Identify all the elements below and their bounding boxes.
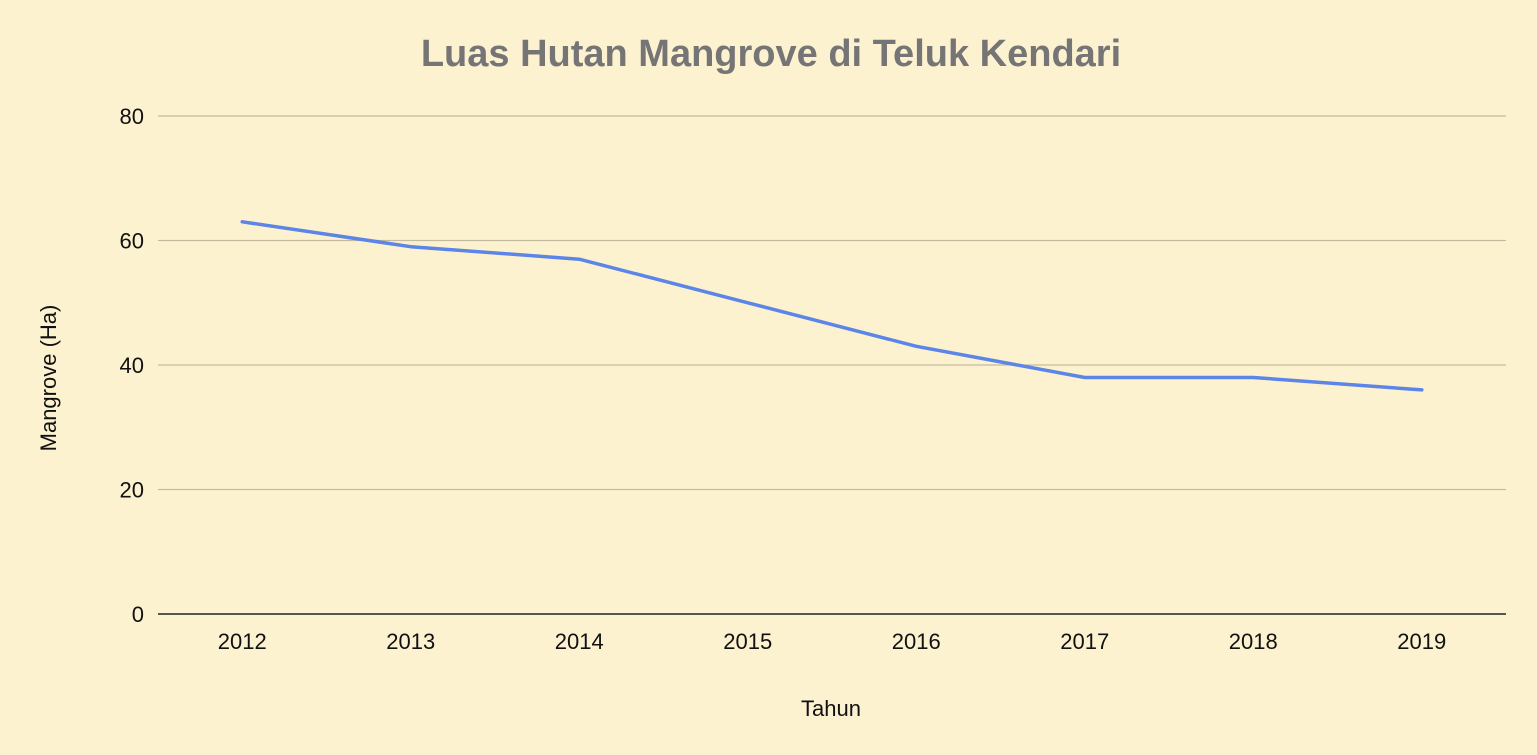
- y-tick-label-60: 60: [120, 229, 144, 254]
- x-tick-label-2019: 2019: [1397, 629, 1446, 654]
- y-tick-label-80: 80: [120, 104, 144, 129]
- series-line-0: [240, 220, 1424, 392]
- x-axis-ticks: 2012 2013 2014 2015 2016 2017 2018 2019: [218, 629, 1446, 654]
- x-tick-label-2015: 2015: [723, 629, 772, 654]
- x-tick-label-2018: 2018: [1229, 629, 1278, 654]
- y-axis-title: Mangrove (Ha): [36, 305, 61, 452]
- x-tick-label-2016: 2016: [892, 629, 941, 654]
- series-layer: [240, 220, 1424, 392]
- x-tick-label-2013: 2013: [386, 629, 435, 654]
- x-axis-title: Tahun: [801, 696, 861, 721]
- y-tick-label-20: 20: [120, 478, 144, 503]
- y-tick-label-40: 40: [120, 353, 144, 378]
- y-tick-label-0: 0: [132, 602, 144, 627]
- x-tick-label-2012: 2012: [218, 629, 267, 654]
- x-tick-label-2014: 2014: [555, 629, 604, 654]
- gridlines: [158, 115, 1506, 615]
- chart-title: Luas Hutan Mangrove di Teluk Kendari: [421, 33, 1121, 75]
- y-axis-ticks: 0 20 40 60 80: [120, 104, 144, 627]
- x-tick-label-2017: 2017: [1060, 629, 1109, 654]
